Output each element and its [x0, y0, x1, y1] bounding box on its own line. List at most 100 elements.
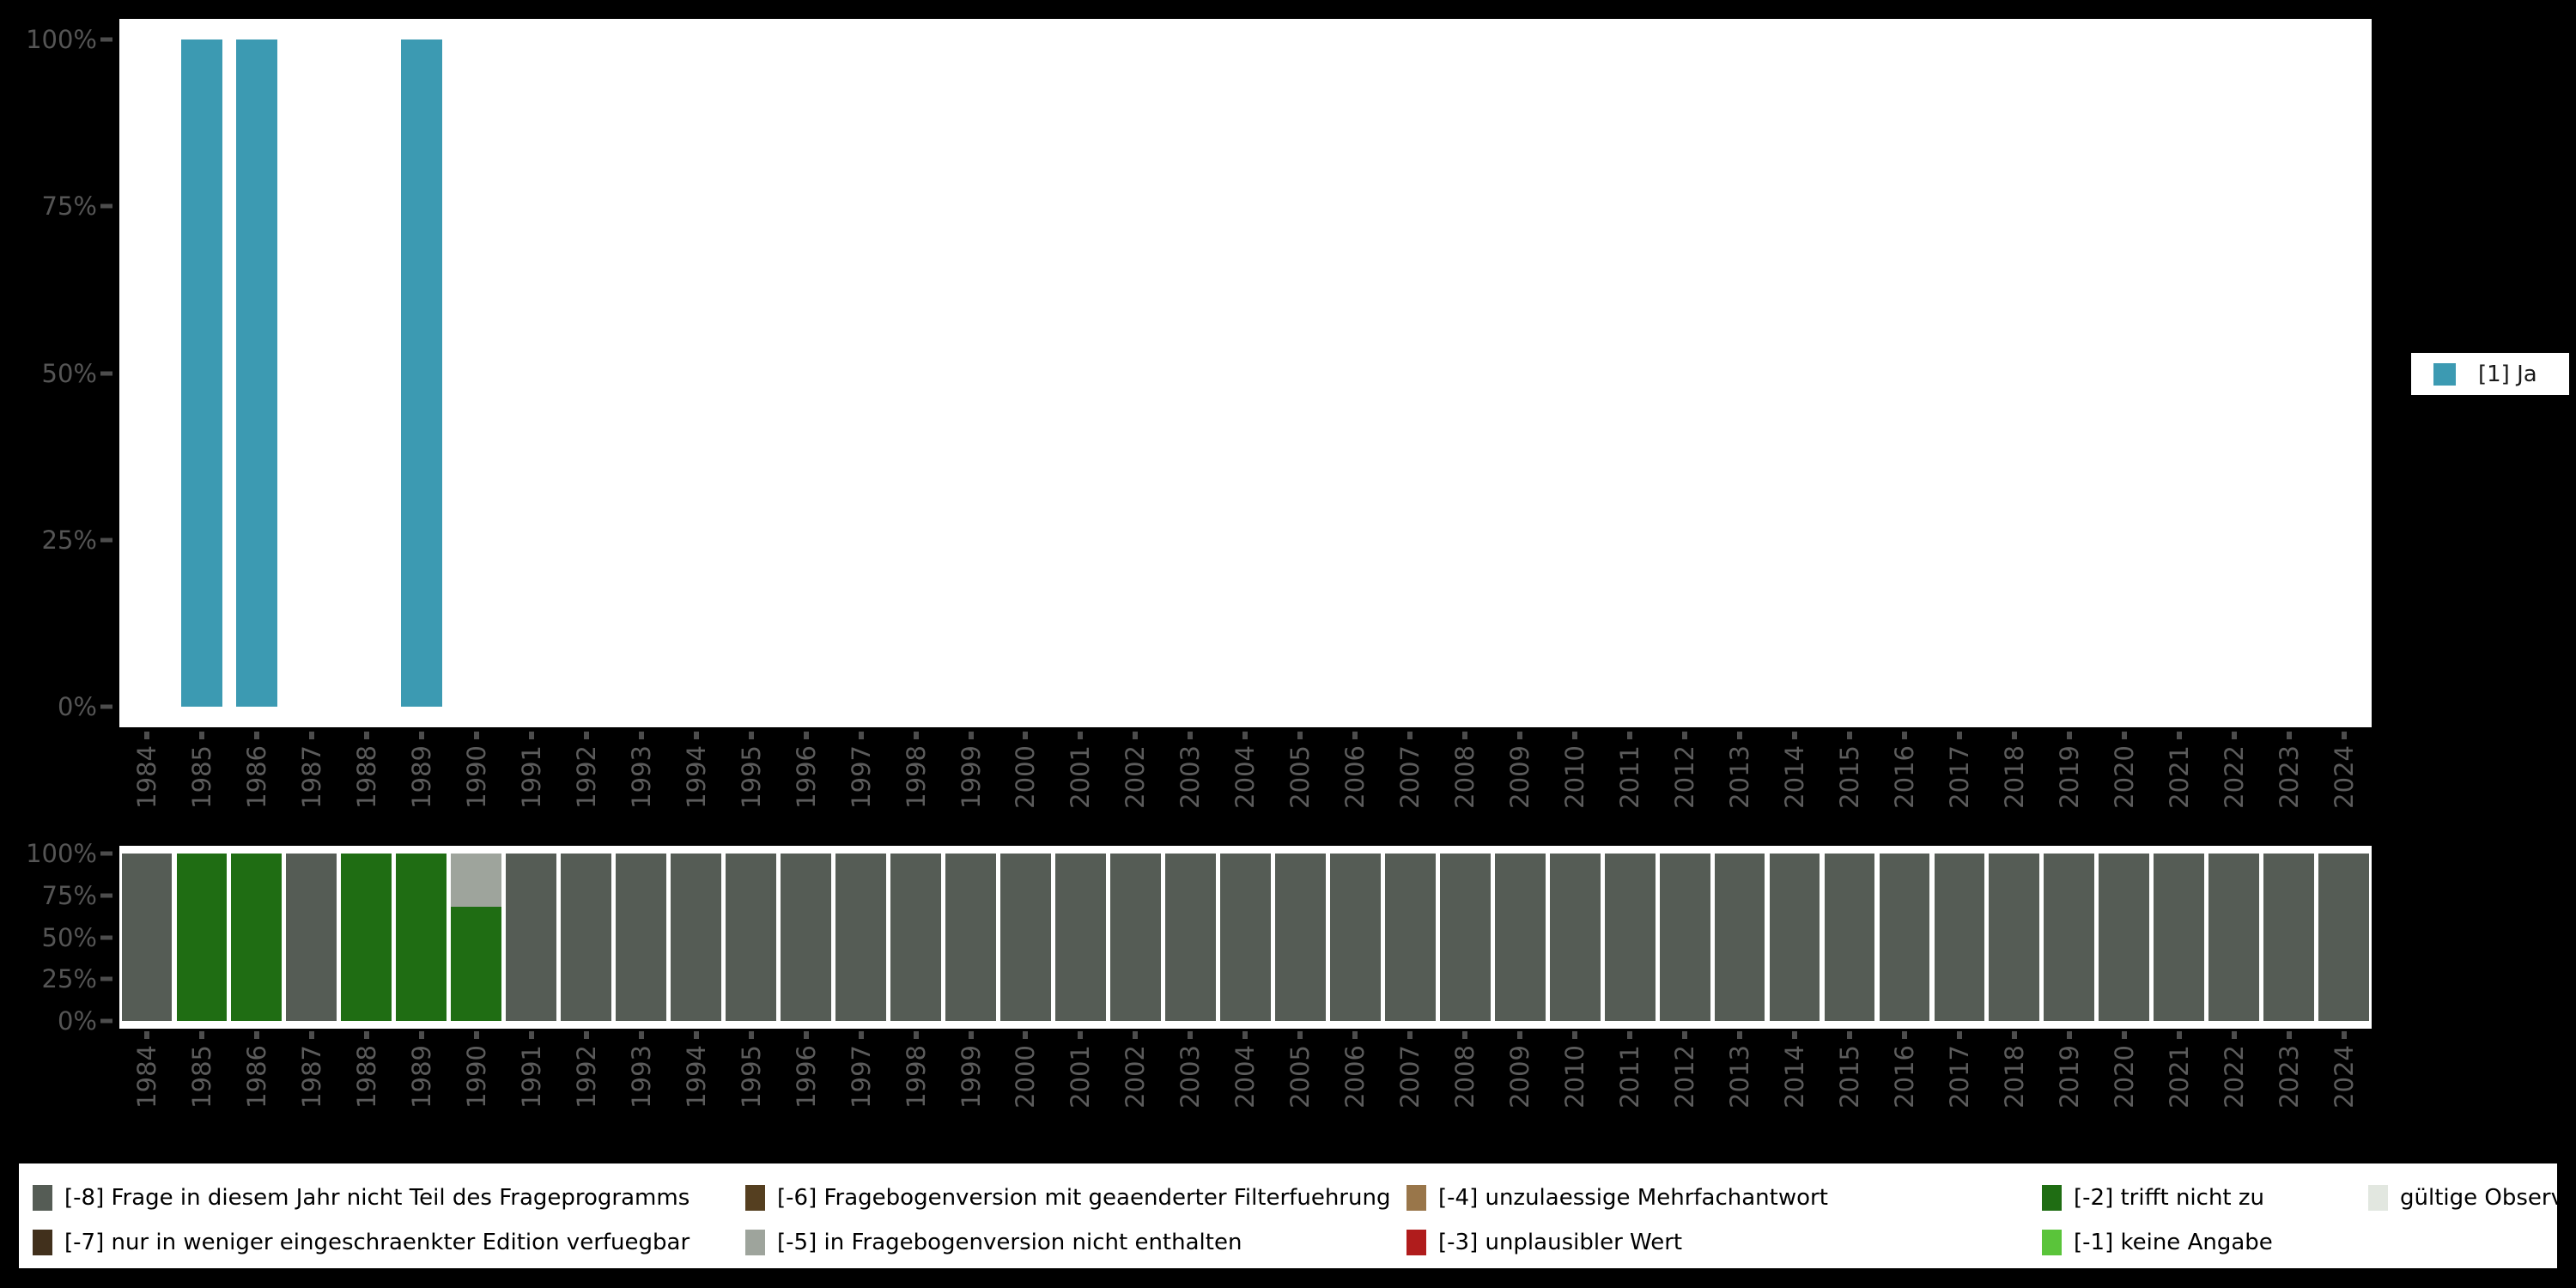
x-tick: 1994 — [669, 732, 724, 835]
x-tick: 1999 — [944, 1031, 999, 1134]
x-tick-mark — [198, 1031, 204, 1039]
missing-y-tick-mark — [100, 893, 112, 898]
bar-ja[interactable] — [400, 39, 443, 707]
missing-bar-stack[interactable] — [1604, 854, 1656, 1021]
x-tick-label: 2015 — [1835, 745, 1865, 809]
missing-bar-stack[interactable] — [1329, 854, 1381, 1021]
missing-bar-column — [1932, 846, 1987, 1029]
missing-bar-stack[interactable] — [1989, 854, 2040, 1021]
x-tick-label: 2005 — [1285, 745, 1315, 809]
missing-bar-segment — [2208, 854, 2260, 1021]
missing-bar-stack[interactable] — [2263, 854, 2315, 1021]
missing-bar-stack[interactable] — [1274, 854, 1326, 1021]
missing-bar-stack[interactable] — [341, 854, 392, 1021]
missing-bar-stack[interactable] — [286, 854, 337, 1021]
missing-bar-stack[interactable] — [1439, 854, 1491, 1021]
x-tick-label: 1986 — [241, 745, 271, 809]
x-tick: 2018 — [1987, 1031, 2042, 1134]
missing-bar-stack[interactable] — [1769, 854, 1820, 1021]
top-y-tick-label: 50% — [41, 358, 97, 388]
top-bar-column — [944, 19, 999, 727]
missing-bar-stack[interactable] — [1494, 854, 1546, 1021]
x-tick-mark — [253, 1031, 259, 1039]
missing-bar-stack[interactable] — [1219, 854, 1271, 1021]
legend-swatch--3 — [1406, 1230, 1426, 1255]
missing-bar-stack[interactable] — [1549, 854, 1601, 1021]
missing-bar-stack[interactable] — [2044, 854, 2095, 1021]
missing-bar-stack[interactable] — [1384, 854, 1436, 1021]
x-tick-label: 1985 — [186, 745, 216, 809]
legend-swatch-valid — [2368, 1185, 2388, 1211]
legend-text--6: [-6] Fragebogenversion mit geaenderter F… — [777, 1185, 1391, 1211]
legend-text--4: [-4] unzulaessige Mehrfachantwort — [1438, 1185, 1828, 1211]
missing-bar-stack[interactable] — [671, 854, 722, 1021]
top-bar-column — [669, 19, 724, 727]
missing-bar-stack[interactable] — [2099, 854, 2150, 1021]
missing-bar-stack[interactable] — [231, 854, 283, 1021]
missing-codes-legend: [-8] Frage in diesem Jahr nicht Teil des… — [19, 1163, 2576, 1268]
missing-bar-stack[interactable] — [1000, 854, 1051, 1021]
missing-bar-stack[interactable] — [1714, 854, 1765, 1021]
missing-bar-stack[interactable] — [945, 854, 996, 1021]
bar-ja[interactable] — [235, 39, 278, 707]
missing-bar-stack[interactable] — [1659, 854, 1710, 1021]
legend-item--7: [-7] nur in weniger eingeschraenkter Edi… — [19, 1220, 732, 1265]
missing-bar-stack[interactable] — [176, 854, 228, 1021]
x-tick-mark — [363, 1031, 369, 1039]
missing-bar-stack[interactable] — [451, 854, 502, 1021]
missing-bar-stack[interactable] — [890, 854, 941, 1021]
missing-panel-plot-area — [119, 846, 2372, 1029]
missing-bar-stack[interactable] — [396, 854, 447, 1021]
top-y-tick-mark — [100, 204, 112, 209]
x-tick: 2001 — [1053, 1031, 1108, 1134]
missing-bar-segment — [286, 854, 337, 1021]
x-tick: 2015 — [1822, 732, 1877, 835]
missing-bar-stack[interactable] — [1164, 854, 1216, 1021]
x-tick-label: 2008 — [1450, 1045, 1480, 1109]
missing-bar-column — [1822, 846, 1877, 1029]
missing-bar-stack[interactable] — [2318, 854, 2370, 1021]
bar-ja[interactable] — [180, 39, 223, 707]
x-tick: 2007 — [1382, 732, 1437, 835]
missing-bar-stack[interactable] — [2154, 854, 2205, 1021]
missing-bar-segment — [451, 907, 502, 1021]
top-bar-column — [2207, 19, 2262, 727]
missing-bar-stack[interactable] — [2208, 854, 2260, 1021]
missing-bar-stack[interactable] — [1824, 854, 1875, 1021]
missing-bar-segment — [1824, 854, 1875, 1021]
x-tick: 2001 — [1053, 732, 1108, 835]
missing-bar-column — [779, 846, 834, 1029]
x-tick: 1993 — [614, 1031, 669, 1134]
x-tick: 1998 — [889, 732, 944, 835]
x-tick-label: 2012 — [1670, 745, 1700, 809]
missing-bar-stack[interactable] — [1055, 854, 1106, 1021]
missing-bar-segment — [1494, 854, 1546, 1021]
missing-bar-column — [559, 846, 614, 1029]
top-bar-column — [1108, 19, 1163, 727]
missing-bar-column — [1437, 846, 1492, 1029]
missing-bar-stack[interactable] — [121, 854, 173, 1021]
top-bar-column — [559, 19, 614, 727]
missing-bar-segment — [1769, 854, 1820, 1021]
missing-bar-stack[interactable] — [561, 854, 612, 1021]
missing-bar-stack[interactable] — [835, 854, 886, 1021]
missing-bar-stack[interactable] — [1934, 854, 1985, 1021]
x-tick: 2017 — [1932, 732, 1987, 835]
missing-bar-column — [834, 846, 889, 1029]
x-tick-mark — [803, 732, 809, 739]
x-tick-label: 1990 — [461, 1045, 491, 1109]
missing-y-tick-label: 75% — [41, 880, 97, 910]
missing-bar-segment — [1384, 854, 1436, 1021]
missing-bar-stack[interactable] — [616, 854, 667, 1021]
top-bar-column — [229, 19, 284, 727]
x-tick-label: 2018 — [1999, 745, 2029, 809]
missing-y-tick-mark — [100, 1018, 112, 1024]
missing-bar-stack[interactable] — [1109, 854, 1161, 1021]
missing-bar-stack[interactable] — [1879, 854, 1930, 1021]
x-tick-mark — [1023, 1031, 1029, 1039]
missing-bar-stack[interactable] — [781, 854, 832, 1021]
missing-bar-stack[interactable] — [506, 854, 557, 1021]
x-tick: 1997 — [834, 1031, 889, 1134]
x-tick-label: 2013 — [1725, 1045, 1755, 1109]
missing-bar-stack[interactable] — [726, 854, 777, 1021]
